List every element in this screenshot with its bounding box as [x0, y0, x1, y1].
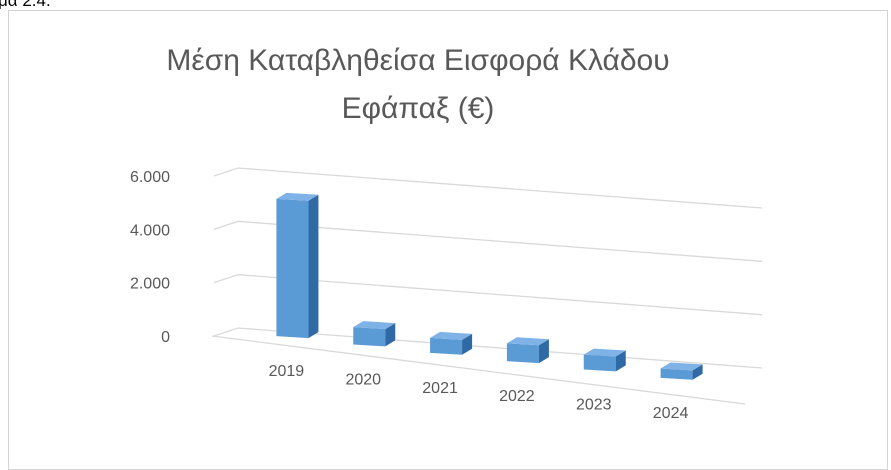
chart-title-line-2: Εφάπαξ (€) — [342, 92, 495, 125]
x-tick-label: 2019 — [269, 363, 305, 380]
grid-line — [213, 274, 763, 316]
bar-top-face — [276, 192, 319, 201]
y-axis-tick-labels: 0 2.000 4.000 6.000 — [130, 169, 170, 346]
y-tick-label: 4.000 — [130, 222, 170, 239]
bar-side-face — [385, 323, 396, 347]
bar-front-face — [506, 343, 539, 364]
x-tick-label: 2022 — [499, 388, 535, 405]
figure-caption: μα 2.4. — [0, 0, 51, 10]
bar-2023 — [583, 348, 626, 372]
bar-front-face — [583, 354, 616, 372]
bar-top-face — [583, 348, 626, 357]
bar-2021 — [430, 331, 473, 355]
chart-frame — [8, 10, 888, 470]
bar-front-face — [276, 198, 309, 339]
bar-2020 — [353, 321, 396, 347]
grid-line — [213, 167, 763, 209]
x-tick-label: 2024 — [653, 405, 689, 422]
bar-top-face — [430, 331, 473, 340]
y-tick-label: 2.000 — [130, 276, 170, 293]
bar-chart: Μέση Καταβληθείσα Εισφορά Κλάδου Εφάπαξ … — [130, 44, 763, 422]
x-tick-label: 2021 — [422, 380, 458, 397]
chart-title-line-1: Μέση Καταβληθείσα Εισφορά Κλάδου — [166, 44, 669, 77]
bar-top-face — [660, 362, 703, 371]
x-axis-tick-labels: 2019 2020 2021 2022 2023 2024 — [269, 363, 689, 422]
x-tick-label: 2020 — [345, 372, 381, 389]
floor-edge — [211, 335, 746, 405]
bar-2024 — [660, 362, 703, 380]
bar-front-face — [660, 368, 693, 380]
bar-side-face — [538, 339, 549, 364]
bar-side-face — [308, 194, 319, 339]
grid-line — [213, 220, 763, 262]
bar-side-face — [615, 350, 626, 372]
bar-side-face — [462, 333, 473, 355]
bar-front-face — [430, 337, 463, 355]
bar-top-face — [353, 321, 396, 330]
y-tick-label: 0 — [161, 329, 170, 346]
bars — [276, 192, 703, 380]
bar-2019 — [276, 192, 319, 339]
chart-title: Μέση Καταβληθείσα Εισφορά Κλάδου Εφάπαξ … — [166, 44, 669, 125]
x-tick-label: 2023 — [576, 397, 612, 414]
bar-top-face — [506, 337, 549, 346]
y-tick-label: 6.000 — [130, 169, 170, 186]
bar-front-face — [353, 327, 386, 347]
bar-2022 — [506, 337, 549, 364]
bar-side-face — [692, 364, 703, 380]
